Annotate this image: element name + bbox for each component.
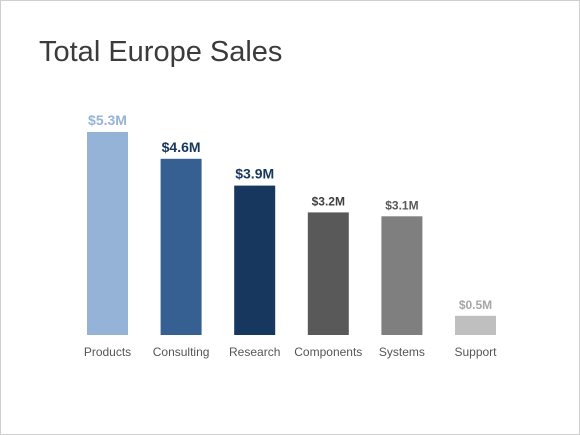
bar-consulting (160, 158, 202, 335)
value-label-support: $0.5M (459, 298, 492, 312)
category-label-products: Products (84, 345, 131, 359)
category-label-support: Support (454, 345, 497, 359)
bar-systems (381, 216, 423, 335)
category-label-research: Research (229, 345, 280, 359)
category-label-components: Components (294, 345, 362, 359)
category-label-consulting: Consulting (153, 345, 210, 359)
chart-title: Total Europe Sales (39, 36, 283, 68)
value-label-systems: $3.1M (385, 198, 418, 212)
value-label-components: $3.2M (312, 194, 345, 208)
category-label-systems: Systems (379, 345, 425, 359)
bar-products (87, 132, 128, 335)
value-label-research: $3.9M (235, 166, 274, 182)
bar-components (307, 212, 349, 335)
bar-research (234, 185, 276, 335)
value-label-consulting: $4.6M (162, 139, 201, 155)
value-label-products: $5.3M (88, 112, 127, 128)
bar-support (455, 315, 496, 335)
